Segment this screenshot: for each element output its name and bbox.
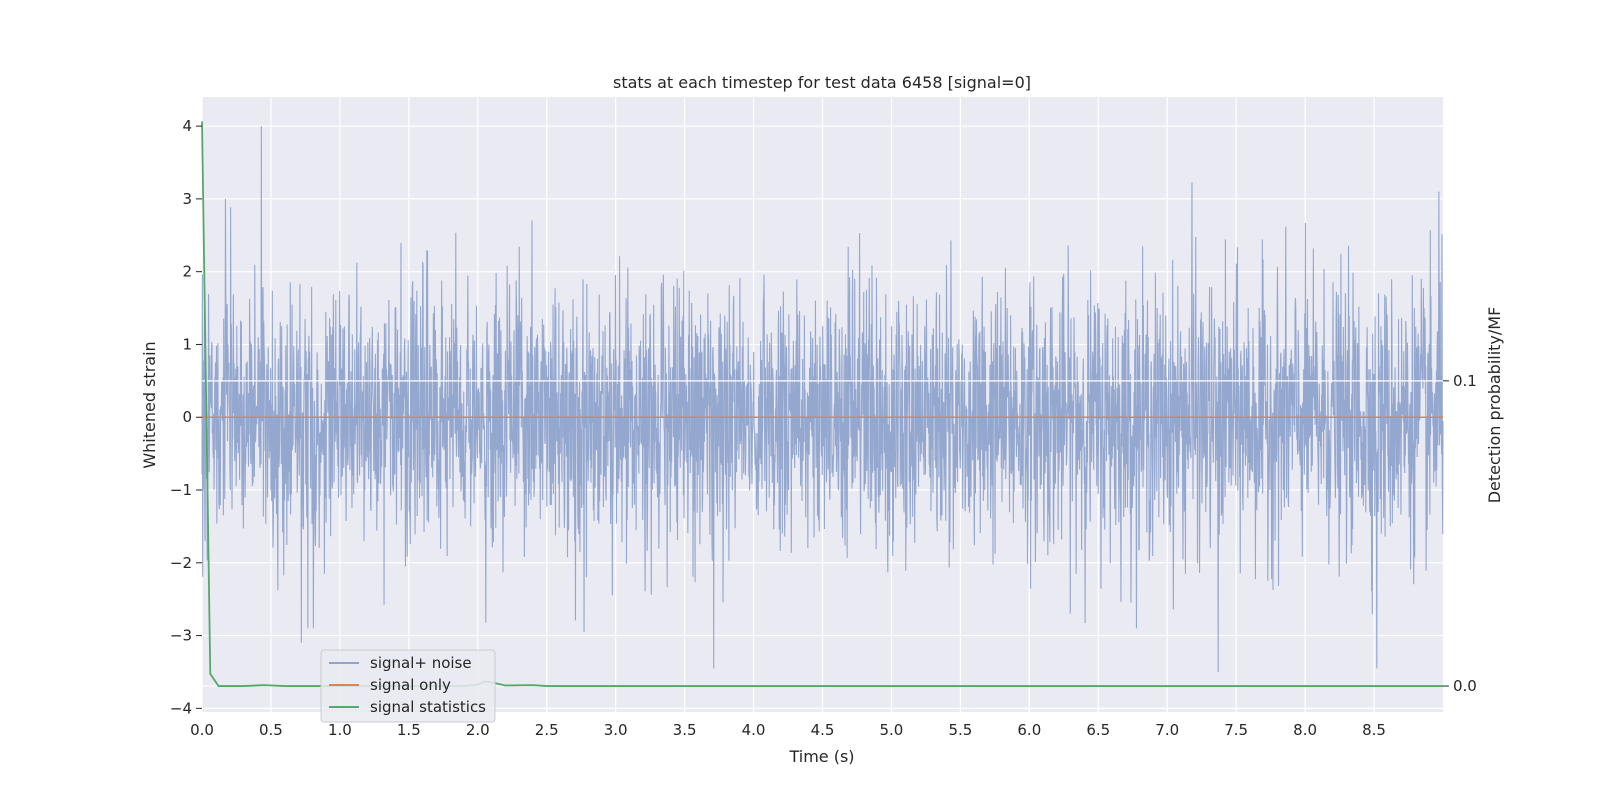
x-tick-label: 8.0 [1293,721,1317,739]
legend-label-signal-only: signal only [370,676,451,694]
x-tick-label: 6.0 [1017,721,1041,739]
y-tick-label: −1 [170,481,192,499]
x-tick-label: 2.5 [535,721,559,739]
y-tick-label: −3 [170,627,192,645]
x-tick-label: 3.0 [604,721,628,739]
x-tick-label: 5.0 [880,721,904,739]
x-tick-label: 1.5 [397,721,421,739]
x-tick-label: 7.5 [1224,721,1248,739]
y-tick-label: 1 [182,335,192,353]
x-tick-label: 5.5 [948,721,972,739]
y2-axis-title: Detection probability/MF [1485,307,1504,504]
legend: signal+ noise signal only signal statist… [320,649,496,723]
chart-title: stats at each timestep for test data 645… [613,73,1031,92]
y-axis-title: Whitened strain [140,341,159,468]
signal-noise-line [201,126,1444,672]
legend-label-signal-noise: signal+ noise [370,654,472,672]
y-tick-label: 0 [182,408,192,426]
y-tick-label: 2 [182,263,192,281]
x-tick-label: 7.0 [1155,721,1179,739]
x-axis-ticks: 0.0 0.5 1.0 1.5 2.0 2.5 3.0 3.5 4.0 4.5 5.0 5.5 6.0 6… [190,721,1386,739]
x-tick-label: 1.0 [328,721,352,739]
y2-axis-ticks: 0.0 0.1 [1443,372,1477,695]
y2-tick-label: 0.0 [1453,677,1477,695]
x-tick-label: 4.0 [742,721,766,739]
y-axis-ticks: −4 −3 −2 −1 0 1 2 3 4 [170,117,202,717]
x-tick-label: 0.0 [190,721,214,739]
x-tick-label: 0.5 [259,721,283,739]
y-tick-label: 4 [182,117,192,135]
y2-tick-label: 0.1 [1453,372,1477,390]
x-tick-label: 2.0 [466,721,490,739]
legend-box [320,649,496,723]
x-tick-label: 4.5 [811,721,835,739]
x-tick-label: 3.5 [673,721,697,739]
y-tick-label: −4 [170,699,192,717]
x-axis-title: Time (s) [788,747,854,766]
legend-label-signal-statistics: signal statistics [370,698,486,716]
x-tick-label: 8.5 [1362,721,1386,739]
y-tick-label: 3 [182,190,192,208]
x-tick-label: 6.5 [1086,721,1110,739]
y-tick-label: −2 [170,554,192,572]
